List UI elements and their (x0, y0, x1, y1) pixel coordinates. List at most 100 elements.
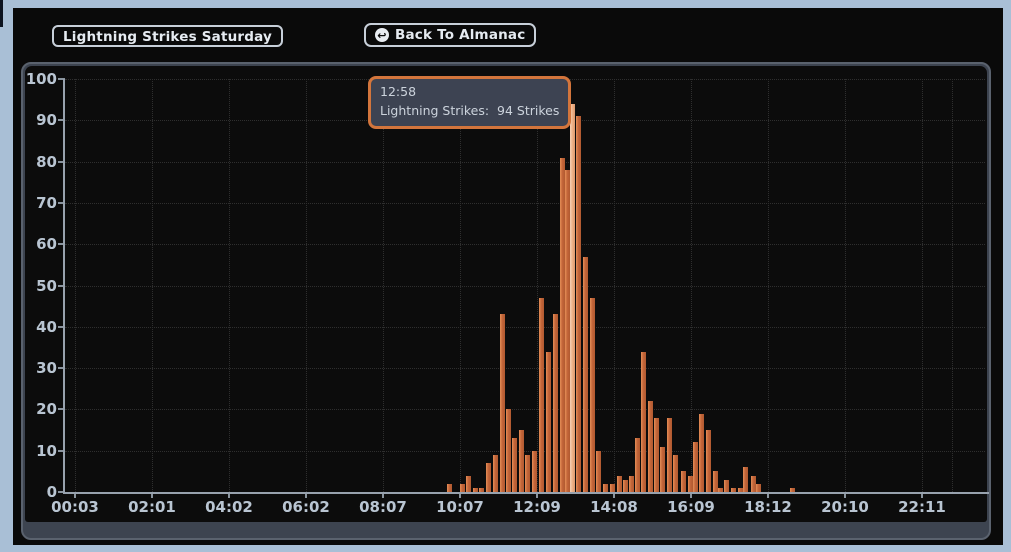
h-gridline (65, 285, 985, 287)
chart-bar[interactable] (641, 351, 647, 492)
y-axis-label: 60 (36, 235, 57, 254)
chart-bar[interactable] (699, 413, 705, 492)
back-arrow-icon: ↩ (375, 28, 389, 42)
chart-bar[interactable] (712, 471, 718, 492)
v-gridline (229, 79, 230, 492)
chart-bar[interactable] (687, 475, 693, 492)
chart-bar[interactable] (582, 256, 588, 492)
x-tick (921, 492, 923, 498)
x-axis-line (63, 492, 989, 494)
y-tick (58, 284, 65, 287)
chart-bar[interactable] (553, 314, 559, 492)
chart-bar[interactable] (532, 450, 538, 492)
y-tick (58, 449, 65, 452)
y-tick (58, 160, 65, 163)
y-axis-label: 100 (25, 70, 57, 88)
v-gridline (768, 79, 769, 492)
chart-bar[interactable] (648, 401, 654, 492)
v-gridline (460, 79, 461, 492)
x-axis-label: 12:09 (513, 498, 561, 516)
y-tick (58, 491, 65, 493)
chart-bar[interactable] (473, 487, 479, 492)
x-axis-label: 14:08 (590, 498, 638, 516)
y-axis-label: 70 (36, 193, 57, 212)
chart-bar[interactable] (654, 417, 660, 492)
x-tick (382, 492, 384, 498)
y-tick (58, 408, 65, 411)
v-gridline (845, 79, 846, 492)
chart-bar[interactable] (706, 430, 712, 492)
chart-bar[interactable] (750, 475, 756, 492)
x-axis-label: 06:02 (282, 498, 330, 516)
chart-bar[interactable] (743, 467, 749, 492)
chart-bar[interactable] (623, 479, 629, 492)
chart-bar[interactable] (459, 483, 465, 492)
chart-bar[interactable] (500, 314, 506, 492)
h-gridline (65, 326, 985, 328)
chart-bar[interactable] (505, 409, 511, 492)
chart-bar[interactable] (730, 487, 736, 492)
x-tick (74, 492, 76, 498)
y-tick (58, 367, 65, 370)
page-title: Lightning Strikes Saturday (52, 25, 284, 47)
window-edge-notch (0, 0, 3, 27)
chart-bar[interactable] (564, 169, 570, 492)
y-axis-label: 0 (46, 483, 57, 501)
chart-bar[interactable] (466, 475, 471, 492)
chart-bar[interactable] (512, 438, 518, 492)
chart-bar-highlighted[interactable] (570, 103, 575, 492)
chart-bar[interactable] (737, 487, 743, 492)
chart-bar[interactable] (525, 454, 531, 492)
h-gridline (65, 161, 985, 163)
chart-bar[interactable] (602, 483, 608, 492)
h-gridline (65, 450, 985, 452)
chart-bar[interactable] (519, 430, 525, 492)
x-tick (844, 492, 846, 498)
chart-bar[interactable] (546, 351, 552, 492)
chart-bar[interactable] (634, 438, 640, 492)
chart-bar[interactable] (560, 157, 566, 492)
chart-bar[interactable] (493, 454, 498, 492)
chart-bar[interactable] (667, 417, 672, 492)
chart-bar[interactable] (616, 475, 622, 492)
chart-bar[interactable] (609, 483, 615, 492)
x-axis-label: 00:03 (51, 498, 99, 516)
chart-bar[interactable] (478, 487, 484, 492)
chart-bar[interactable] (539, 297, 545, 492)
x-axis-label: 20:10 (821, 498, 869, 516)
x-axis-label: 16:09 (667, 498, 715, 516)
chart-bar[interactable] (673, 454, 679, 492)
x-tick (767, 492, 769, 498)
y-axis-label: 10 (36, 441, 57, 460)
chart-bar[interactable] (789, 487, 795, 492)
chart-bar[interactable] (718, 487, 724, 492)
chart-bar[interactable] (724, 479, 730, 492)
h-gridline (65, 244, 985, 246)
v-gridline (691, 79, 692, 492)
y-axis-label: 20 (36, 400, 57, 419)
chart-bar[interactable] (596, 450, 602, 492)
chart-panel: 0 10 20 30 40 50 60 70 80 90 100 00:03 02:01 04:02 06:… (21, 62, 991, 540)
chart-bar[interactable] (659, 446, 665, 492)
v-gridline (152, 79, 153, 492)
chart-bar[interactable] (446, 483, 452, 492)
chart-bar[interactable] (575, 116, 581, 492)
x-axis-label: 02:01 (128, 498, 176, 516)
chart-bar[interactable] (756, 483, 762, 492)
chart-bar[interactable] (485, 463, 491, 492)
chart-bar[interactable] (693, 442, 699, 492)
y-tick (58, 243, 65, 246)
y-tick (58, 325, 65, 328)
back-to-almanac-button[interactable]: ↩ Back To Almanac (364, 23, 537, 47)
v-gridline (306, 79, 307, 492)
chart-bar[interactable] (680, 471, 686, 492)
x-tick (690, 492, 692, 498)
h-gridline (65, 368, 985, 370)
y-axis-label: 30 (36, 359, 57, 378)
chart-area: 0 10 20 30 40 50 60 70 80 90 100 00:03 02:01 04:02 06:… (25, 66, 989, 522)
y-tick (58, 78, 65, 80)
chart-bar[interactable] (590, 297, 595, 492)
y-tick (58, 201, 65, 204)
chart-bar[interactable] (629, 475, 635, 492)
y-axis-label: 90 (36, 111, 57, 130)
